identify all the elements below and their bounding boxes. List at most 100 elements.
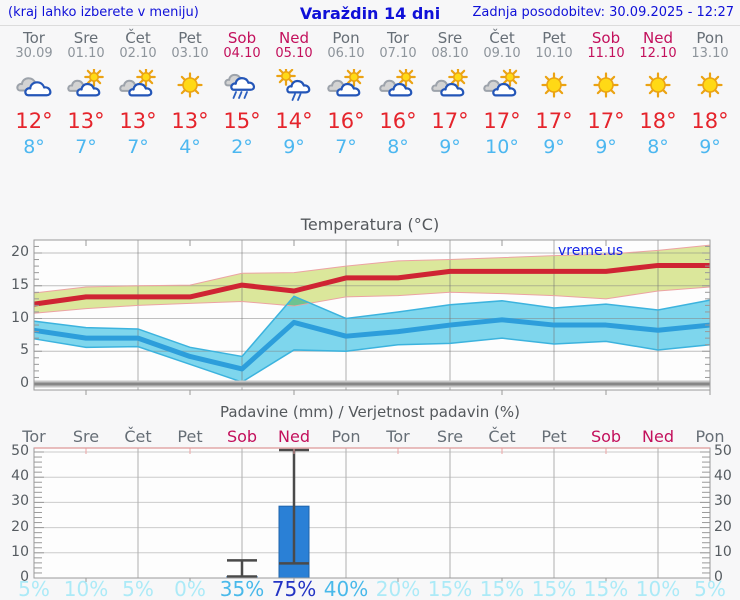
precip-y-axis-label-right: 40 — [714, 468, 732, 485]
precipitation-chart-title: Padavine (mm) / Verjetnost padavin (%) — [220, 403, 520, 421]
precip-day-label: Čet — [124, 427, 152, 446]
day-name: Pet — [542, 29, 566, 47]
day-column: Pet 03.10 13° 4° — [164, 29, 216, 159]
day-date: 11.10 — [587, 46, 625, 61]
precip-probability-label: 10% — [63, 577, 109, 600]
precip-probability-label: 15% — [583, 577, 629, 600]
day-name: Čet — [489, 29, 515, 47]
weather-icon-wrap — [8, 69, 60, 101]
precip-day-label: Sob — [590, 427, 622, 446]
menu-hint-text: (kraj lahko izberete v meniju) — [8, 5, 199, 20]
last-update-text: Zadnja posodobitev: 30.09.2025 - 12:27 — [472, 5, 734, 20]
day-name: Pet — [178, 29, 202, 47]
page-title: Varaždin 14 dni — [299, 4, 441, 23]
precip-y-axis-label-left: 20 — [11, 518, 29, 535]
day-name: Sre — [73, 29, 99, 47]
temp-y-axis-label: 0 — [20, 375, 29, 391]
day-name: Čet — [125, 29, 151, 47]
day-column: Sob 04.10 15° 2° — [216, 29, 268, 159]
high-temperature: 13° — [67, 109, 105, 133]
precip-probability-label: 15% — [531, 577, 577, 600]
precip-y-axis-label-right: 50 — [714, 443, 732, 459]
sun-rain-icon — [276, 66, 311, 101]
day-name: Sob — [227, 29, 257, 47]
weather-icon-wrap — [528, 69, 580, 101]
day-column: Pon 06.10 16° 7° — [320, 30, 372, 158]
day-date: 09.10 — [483, 46, 521, 61]
precip-y-axis-label-left: 40 — [11, 468, 29, 485]
temp-y-axis-label: 5 — [20, 342, 29, 359]
partly-sunny-icon — [67, 67, 104, 97]
weather-icon-wrap — [60, 67, 112, 101]
day-column: Pon 13.10 18° 9° — [684, 29, 736, 159]
vreme-us-watermark-link[interactable]: vreme.us — [558, 243, 624, 259]
precip-y-axis-label-right: 10 — [714, 543, 732, 560]
day-name: Pon — [332, 29, 360, 47]
max-temperature-line — [33, 262, 710, 307]
day-date: 10.10 — [535, 46, 573, 61]
day-date: 08.10 — [431, 46, 469, 61]
high-temperature: 16° — [379, 109, 417, 133]
precip-day-label: Čet — [488, 427, 516, 446]
weather-icon-wrap — [320, 67, 372, 101]
precip-probability-label: 40% — [323, 577, 369, 600]
temp-plot-border — [33, 239, 711, 391]
low-temperature: 9° — [543, 136, 565, 158]
precip-day-label: Ned — [278, 427, 310, 446]
precip-probability-label: 20% — [375, 577, 421, 600]
precip-day-label: Tor — [386, 427, 410, 446]
sunny-icon — [593, 72, 619, 98]
partly-sunny-icon — [327, 67, 364, 97]
day-column: Sre 01.10 13° 7° — [60, 30, 112, 158]
low-temperature: 7° — [127, 136, 149, 158]
temp-max-band-top-edge — [33, 244, 711, 294]
high-temperature: 15° — [223, 109, 261, 133]
low-temperature: 9° — [283, 136, 305, 158]
sunny-icon — [541, 72, 567, 98]
precip-probability-label: 15% — [479, 577, 525, 600]
weather-icon-wrap — [164, 69, 216, 101]
temp-y-axis-label: 10 — [11, 309, 29, 326]
temp-min-band-bottom-edge — [33, 337, 711, 383]
day-column: Tor 30.09 12° 8° — [8, 30, 60, 159]
precip-day-label: Pet — [177, 427, 203, 446]
min-temperature-line — [33, 317, 711, 372]
partly-sunny-icon — [431, 67, 468, 97]
weather-icon-wrap — [112, 67, 164, 101]
precip-day-label: Pet — [541, 427, 567, 446]
low-temperature: 8° — [23, 136, 45, 158]
day-column: Pet 10.10 17° 9° — [528, 29, 580, 159]
day-date: 05.10 — [275, 46, 313, 61]
high-temperature: 17° — [587, 109, 625, 133]
day-name: Ned — [279, 29, 309, 47]
partly-sunny-icon — [119, 67, 156, 97]
high-temperature: 14° — [275, 109, 313, 133]
precip-y-axis-label-right: 0 — [714, 569, 723, 585]
day-date: 12.10 — [639, 46, 677, 61]
precip-day-label: Pon — [331, 427, 361, 446]
high-temperature: 17° — [431, 109, 469, 133]
day-date: 03.10 — [171, 46, 209, 61]
weather-icon-wrap — [580, 69, 632, 101]
weather-icon-wrap — [216, 69, 268, 101]
sunny-icon — [645, 72, 671, 98]
weather-icon-wrap — [424, 67, 476, 101]
precip-probability-label: 5% — [122, 577, 154, 600]
precip-probability-label: 15% — [427, 577, 473, 600]
day-name: Pon — [696, 29, 724, 47]
weather-icon-wrap — [268, 66, 320, 101]
day-date: 30.09 — [15, 46, 53, 61]
low-temperature: 8° — [387, 136, 409, 158]
high-temperature: 17° — [483, 109, 521, 133]
precip-y-axis-label-right: 20 — [714, 518, 732, 535]
day-name: Sob — [591, 29, 621, 47]
high-temperature: 13° — [119, 109, 157, 133]
day-column: Sob 11.10 17° 9° — [580, 29, 632, 159]
low-temperature: 10° — [485, 136, 519, 158]
low-temperature: 9° — [439, 136, 461, 158]
low-temperature: 2° — [231, 136, 253, 158]
high-temperature: 17° — [535, 109, 573, 133]
precip-probability-label: 5% — [18, 577, 50, 600]
precip-day-label: Sre — [72, 427, 100, 446]
